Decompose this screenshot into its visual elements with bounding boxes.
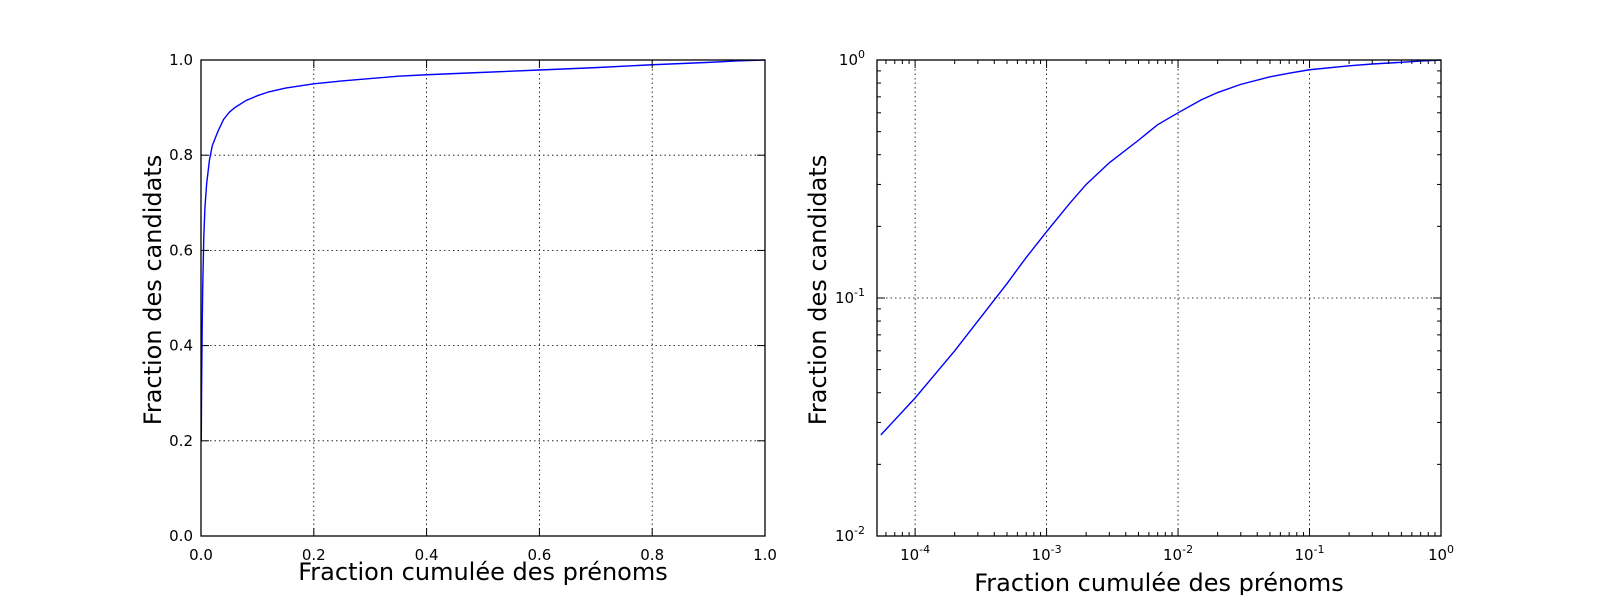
right-y-tick-label: 10-1 bbox=[835, 286, 865, 307]
left-x-tick-label: 1.0 bbox=[753, 546, 777, 564]
right-series-line bbox=[880, 59, 1442, 436]
right-y-tick-label: 10-2 bbox=[835, 524, 865, 545]
left-y-axis-label: Fraction des candidats bbox=[139, 155, 167, 425]
right-x-axis-label: Fraction cumulée des prénoms bbox=[974, 569, 1344, 595]
left-ticks: 0.0 0.2 0.4 0.6 0.8 1.0 0.0 0.2 0.4 0.6 0.8 1.0 bbox=[169, 51, 777, 564]
left-y-tick-label: 0.0 bbox=[169, 527, 193, 545]
right-y-tick-label: 100 bbox=[839, 48, 865, 69]
left-x-tick-label: 0.0 bbox=[189, 546, 213, 564]
left-y-tick-label: 1.0 bbox=[169, 51, 193, 69]
right-ticks: 10-4 10-3 10-2 10-1 100 10-2 10-1 100 bbox=[835, 48, 1454, 564]
left-plot-frame bbox=[200, 59, 766, 537]
right-x-tick-label: 100 bbox=[1428, 543, 1454, 564]
left-panel-linear: 0.0 0.2 0.4 0.6 0.8 1.0 0.0 0.2 0.4 0.6 0.8 1.0 Fra… bbox=[139, 51, 777, 586]
left-y-tick-label: 0.8 bbox=[169, 146, 193, 164]
left-x-tick-label: 0.6 bbox=[527, 546, 551, 564]
left-y-tick-label: 0.2 bbox=[169, 432, 193, 450]
left-x-tick-label: 0.2 bbox=[302, 546, 326, 564]
left-y-tick-label: 0.6 bbox=[169, 241, 193, 259]
left-x-tick-label: 0.8 bbox=[640, 546, 664, 564]
left-grid bbox=[201, 60, 765, 536]
left-y-tick-label: 0.4 bbox=[169, 337, 193, 355]
right-x-tick-label: 10-3 bbox=[1032, 543, 1062, 564]
right-x-tick-label: 10-1 bbox=[1294, 543, 1324, 564]
right-x-tick-label: 10-4 bbox=[900, 543, 930, 564]
right-x-tick-label: 10-2 bbox=[1163, 543, 1193, 564]
left-x-tick-label: 0.4 bbox=[415, 546, 439, 564]
right-y-axis-label: Fraction des candidats bbox=[804, 155, 832, 425]
right-grid bbox=[877, 60, 1441, 536]
left-x-axis-label: Fraction cumulée des prénoms bbox=[298, 558, 668, 586]
right-panel-loglog: 10-4 10-3 10-2 10-1 100 10-2 10-1 100 Fraction … bbox=[804, 48, 1454, 595]
left-series-line bbox=[200, 59, 766, 442]
